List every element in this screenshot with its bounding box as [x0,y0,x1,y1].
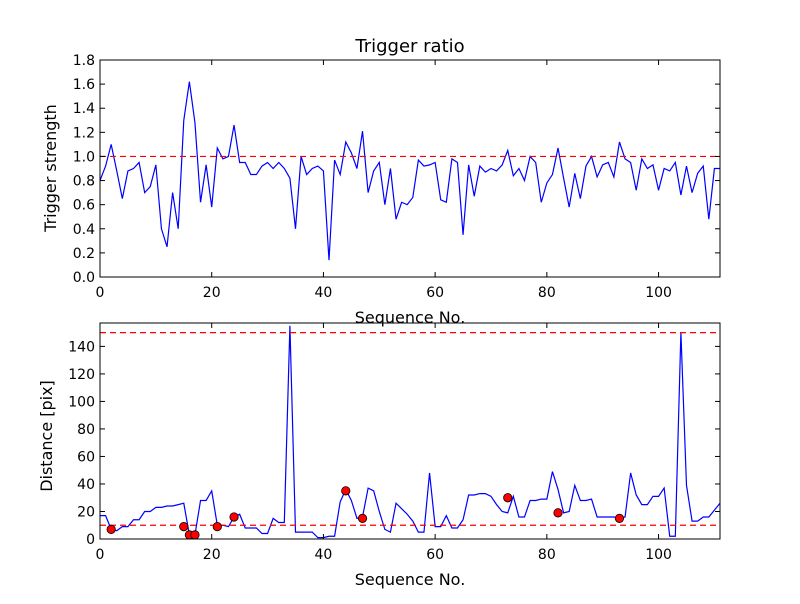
y-tick-label: 80 [77,422,95,438]
x-tick-label: 40 [315,547,333,563]
y-tick-label: 0.4 [73,222,95,238]
axes-frame [99,59,721,278]
highlight-point [190,530,200,540]
series-line [100,81,720,261]
chart-title: Trigger ratio [354,36,464,57]
y-tick-label: 1.2 [73,125,95,141]
trigger-ratio-chart: Trigger ratio Trigger strength Sequence … [41,36,721,327]
x-axis-label: Sequence No. [355,308,466,327]
highlight-point [229,512,239,522]
x-tick-label: 20 [203,547,221,563]
x-tick-label: 80 [538,285,556,301]
x-tick-label: 60 [426,547,444,563]
y-tick-label: 0.0 [73,270,95,286]
highlight-point [553,508,563,518]
plot-area: 0 20 40 60 80 100 0.0 0.2 0.4 0.6 0.8 1.0 1.2 1.4 1.6 1… [73,53,721,301]
y-tick-label: 140 [68,339,95,355]
x-tick-label: 20 [203,285,221,301]
x-tick-label: 100 [645,547,672,563]
y-axis-label: Distance [pix] [37,380,56,492]
y-tick-label: 60 [77,449,95,465]
x-tick-label: 0 [96,285,105,301]
highlight-point [106,524,116,534]
y-tick-label: 40 [77,477,95,493]
y-tick-label: 1.0 [73,149,95,165]
y-tick-label: 0.8 [73,174,95,190]
x-tick-label: 40 [315,285,333,301]
highlight-point [503,493,513,503]
highlight-point [179,522,189,532]
y-tick-label: 120 [68,367,95,383]
x-tick-label: 80 [538,547,556,563]
y-tick-label: 20 [77,504,95,520]
y-tick-label: 1.6 [73,77,95,93]
highlight-point [357,513,368,523]
axes-frame [99,322,721,540]
y-tick-label: 0.6 [73,198,95,214]
y-tick-label: 100 [68,394,95,410]
plot-area: 0 20 40 60 80 100 0 20 40 60 80 100 120 140 [68,322,721,563]
distance-chart: Distance [pix] Sequence No. 0 20 40 60 80 100… [37,322,721,589]
y-axis-label: Trigger strength [41,104,60,233]
highlight-point [614,513,625,523]
highlight-point [341,486,351,496]
y-tick-label: 0 [86,532,95,548]
x-axis-label: Sequence No. [355,570,466,589]
y-tick-label: 1.8 [73,53,95,69]
y-tick-label: 0.2 [73,246,95,262]
x-tick-label: 0 [96,547,105,563]
y-tick-label: 1.4 [73,101,95,117]
x-tick-label: 60 [426,285,444,301]
highlight-point [212,522,222,532]
x-tick-label: 100 [645,285,672,301]
